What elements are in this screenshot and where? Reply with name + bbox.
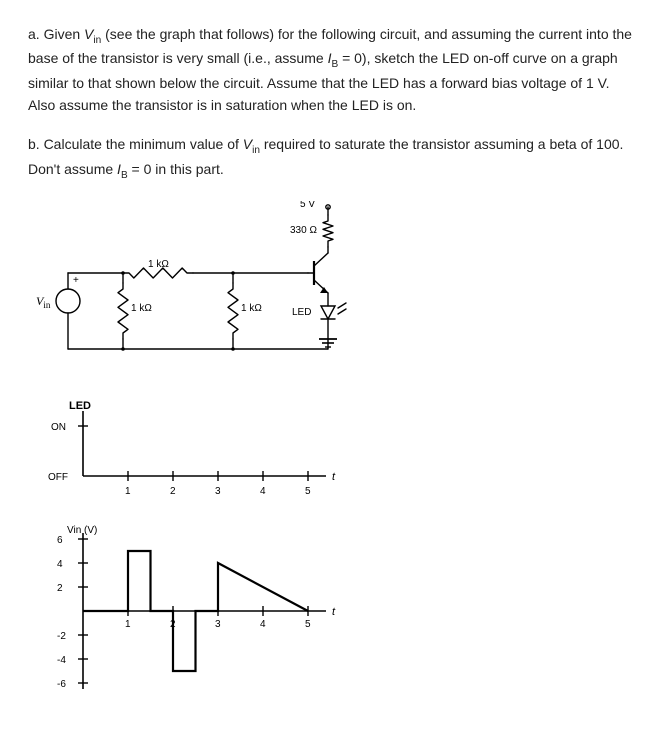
svg-text:Vin: Vin: [36, 294, 51, 310]
svg-text:4: 4: [57, 559, 63, 570]
svg-text:3: 3: [215, 619, 221, 630]
circuit-diagram: Vin +1 kΩ 1 kΩ 1 kΩ 330 Ω 5 V LED: [28, 201, 636, 371]
svg-text:5: 5: [305, 619, 311, 630]
svg-text:Vin (V): Vin (V): [67, 525, 97, 536]
svg-text:LED: LED: [69, 400, 91, 412]
svg-text:5: 5: [305, 486, 311, 497]
circuit-svg: Vin +1 kΩ 1 kΩ 1 kΩ 330 Ω 5 V LED: [28, 201, 388, 371]
svg-text:ON: ON: [51, 422, 66, 433]
svg-text:330 Ω: 330 Ω: [290, 225, 317, 236]
led-graph-svg: LEDON OFF 1 2 3 4 5 t: [28, 391, 348, 501]
svg-text:LED: LED: [292, 307, 311, 318]
svg-text:2: 2: [57, 583, 63, 594]
svg-text:1 kΩ: 1 kΩ: [241, 303, 262, 314]
svg-text:1: 1: [125, 486, 131, 497]
problem-a: a. Given Vin (see the graph that follows…: [28, 24, 636, 116]
svg-text:5 V: 5 V: [300, 201, 315, 210]
svg-text:2: 2: [170, 486, 176, 497]
svg-text:t: t: [332, 471, 336, 483]
svg-text:1 kΩ: 1 kΩ: [131, 303, 152, 314]
problem-b: b. Calculate the minimum value of Vin re…: [28, 134, 636, 183]
svg-text:4: 4: [260, 619, 266, 630]
vin-graph: Vin (V)642-2-4-612345t: [28, 521, 636, 701]
svg-text:+: +: [73, 275, 79, 286]
svg-text:t: t: [332, 606, 336, 618]
problem-b-text: b. Calculate the minimum value of Vin re…: [28, 134, 636, 183]
problem-a-text: a. Given Vin (see the graph that follows…: [28, 24, 636, 116]
svg-text:1 kΩ: 1 kΩ: [148, 259, 169, 270]
svg-text:3: 3: [215, 486, 221, 497]
svg-text:4: 4: [260, 486, 266, 497]
svg-text:6: 6: [57, 535, 63, 546]
led-graph: LEDON OFF 1 2 3 4 5 t: [28, 391, 636, 501]
svg-text:1: 1: [125, 619, 131, 630]
svg-text:-4: -4: [57, 655, 66, 666]
vin-graph-svg: Vin (V)642-2-4-612345t: [28, 521, 348, 701]
svg-text:OFF: OFF: [48, 472, 68, 483]
svg-text:-6: -6: [57, 679, 66, 690]
svg-text:-2: -2: [57, 631, 66, 642]
